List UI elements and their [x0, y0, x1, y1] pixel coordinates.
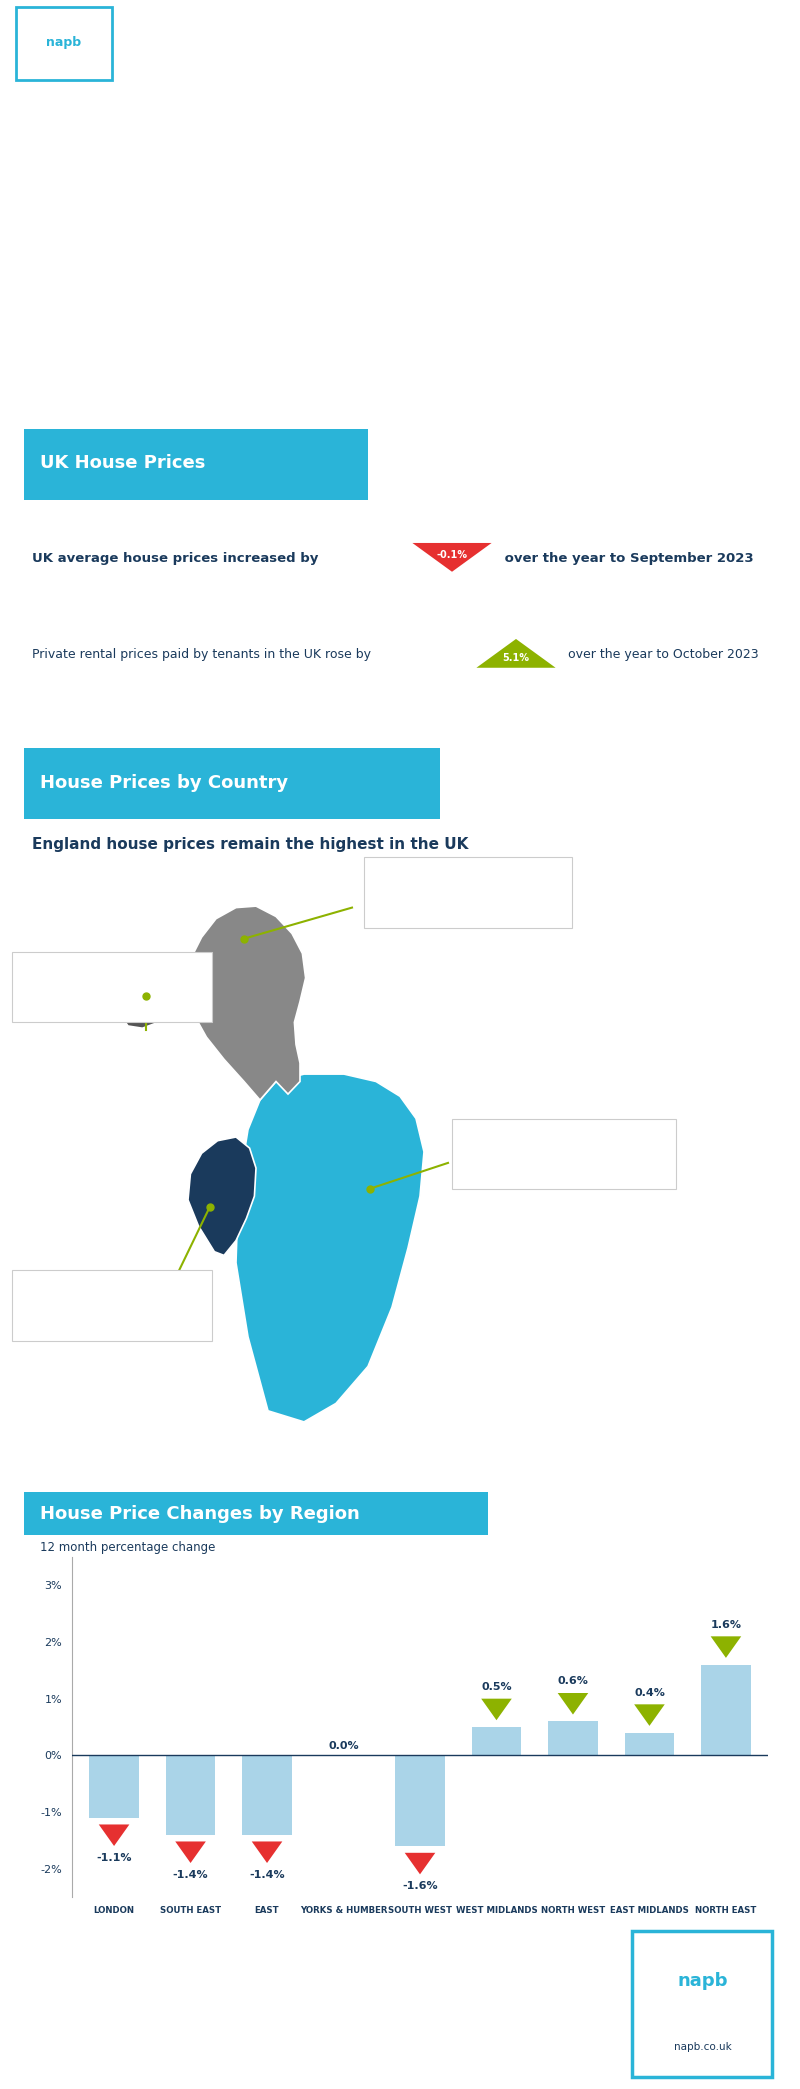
Text: https://www.ons.gov.uk/economy/inflationandpriceindices/bulletins/: https://www.ons.gov.uk/economy/inflation…	[32, 1968, 362, 1976]
FancyBboxPatch shape	[632, 1930, 772, 2076]
Polygon shape	[236, 1074, 424, 1423]
Text: https://www.ons.gov.uk/economy/inflationandpriceindices/bulletins/: https://www.ons.gov.uk/economy/inflation…	[32, 2020, 362, 2028]
Text: Northern Ireland: Northern Ireland	[24, 969, 128, 980]
Text: 0.4%: 0.4%	[634, 1688, 665, 1698]
Polygon shape	[413, 543, 491, 572]
Text: Average House Price: Average House Price	[464, 1153, 558, 1161]
FancyBboxPatch shape	[364, 856, 572, 928]
Text: over the year to October 2023: over the year to October 2023	[564, 648, 758, 662]
Text: House Prices by Country: House Prices by Country	[40, 775, 288, 792]
Text: House Price Changes by Region: House Price Changes by Region	[40, 1504, 360, 1523]
Text: Average House Price: Average House Price	[376, 892, 470, 900]
Text: napb: napb	[46, 36, 82, 48]
Bar	[166, 1755, 215, 1834]
Text: over the year to September 2023: over the year to September 2023	[500, 551, 754, 566]
Text: £179,530: £179,530	[24, 996, 97, 1009]
FancyBboxPatch shape	[12, 1270, 212, 1341]
Text: 12 month percentage change: 12 month percentage change	[40, 1542, 215, 1554]
Text: £309,602: £309,602	[464, 1161, 537, 1176]
Text: UK House Prices: UK House Prices	[40, 453, 206, 472]
Text: UK average house prices increased by: UK average house prices increased by	[32, 551, 323, 566]
Polygon shape	[188, 1136, 256, 1255]
Text: Average House Price: Average House Price	[24, 1306, 118, 1314]
FancyBboxPatch shape	[452, 1118, 676, 1189]
Text: Average House Price: Average House Price	[24, 986, 118, 996]
Bar	[242, 1755, 292, 1834]
Bar	[90, 1755, 139, 1817]
Polygon shape	[186, 907, 306, 1101]
Text: £214,912: £214,912	[24, 1314, 98, 1329]
Text: Wales: Wales	[24, 1287, 62, 1297]
Bar	[701, 1665, 750, 1755]
Text: indexofprivatehousingrentalprices/october2023: indexofprivatehousingrentalprices/octobe…	[32, 2043, 264, 2053]
Text: 0.5%: 0.5%	[481, 1682, 512, 1692]
Text: -1.4%: -1.4%	[173, 1870, 208, 1880]
Text: England: England	[464, 1136, 514, 1145]
Text: Source:: Source:	[32, 1932, 109, 1951]
Text: 5.1%: 5.1%	[502, 654, 530, 662]
Text: 0.0%: 0.0%	[328, 1740, 359, 1751]
FancyBboxPatch shape	[24, 748, 440, 819]
Text: napb.co.uk: napb.co.uk	[674, 2043, 731, 2051]
Polygon shape	[175, 1842, 206, 1863]
FancyBboxPatch shape	[12, 953, 212, 1022]
Text: housepriceindex/september2023: housepriceindex/september2023	[32, 1991, 194, 2001]
Text: House Prices in England: House Prices in England	[40, 205, 532, 240]
Text: -1.1%: -1.1%	[96, 1853, 132, 1863]
Text: 0.6%: 0.6%	[558, 1675, 589, 1686]
Text: 1.6%: 1.6%	[710, 1619, 742, 1629]
Text: Private rental prices paid by tenants in the UK rose by: Private rental prices paid by tenants in…	[32, 648, 375, 662]
FancyBboxPatch shape	[16, 6, 112, 79]
FancyBboxPatch shape	[24, 1492, 488, 1535]
Text: September 2023: September 2023	[40, 320, 284, 347]
FancyBboxPatch shape	[24, 428, 368, 499]
Polygon shape	[114, 963, 174, 1028]
Text: -0.1%: -0.1%	[437, 549, 467, 560]
Text: napb: napb	[677, 1972, 728, 1991]
Text: -1.6%: -1.6%	[402, 1880, 438, 1891]
Bar	[472, 1728, 522, 1755]
Bar	[625, 1732, 674, 1755]
Polygon shape	[481, 1698, 512, 1719]
Text: The Rise and Fall of: The Rise and Fall of	[40, 123, 324, 152]
Text: Release Date: November 2023: Release Date: November 2023	[570, 46, 784, 58]
Bar	[395, 1755, 445, 1847]
Polygon shape	[405, 1853, 435, 1874]
Text: £195,387: £195,387	[376, 900, 449, 915]
Polygon shape	[558, 1692, 588, 1715]
Bar	[548, 1721, 598, 1755]
Polygon shape	[710, 1636, 742, 1659]
Polygon shape	[477, 639, 555, 668]
Polygon shape	[634, 1705, 665, 1726]
Text: -1.4%: -1.4%	[250, 1870, 285, 1880]
Polygon shape	[252, 1842, 282, 1863]
Polygon shape	[98, 1824, 130, 1847]
Text: England house prices remain the highest in the UK: England house prices remain the highest …	[32, 838, 468, 852]
Text: Scotland: Scotland	[376, 875, 430, 884]
